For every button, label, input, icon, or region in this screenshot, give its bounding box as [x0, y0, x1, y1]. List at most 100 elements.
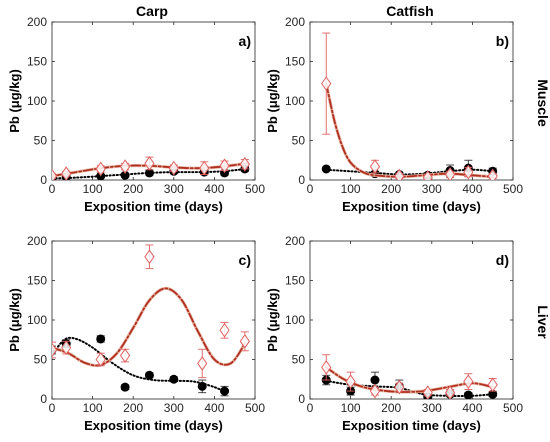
data-point-circle	[488, 389, 498, 399]
data-point-diamond	[394, 379, 405, 395]
y-tick-label: 200	[27, 15, 47, 29]
data-point-circle	[120, 382, 130, 392]
data-point-diamond	[199, 160, 210, 176]
y-axis-label: Pb (μg/kg)	[7, 69, 22, 133]
data-point-diamond	[463, 164, 474, 180]
row-label-liver: Liver	[535, 305, 550, 339]
data-point-diamond	[52, 168, 58, 180]
x-tick-label: 0	[49, 182, 56, 196]
plot-frame	[309, 21, 514, 181]
data-point-diamond	[239, 333, 250, 349]
y-tick-label: 100	[285, 94, 305, 108]
data-point-circle	[96, 334, 106, 344]
plot-area	[321, 354, 498, 399]
data-point-diamond	[321, 360, 332, 375]
y-axis-label: Pb (μg/kg)	[265, 69, 280, 133]
data-point-diamond	[95, 161, 106, 177]
data-point-diamond	[463, 374, 474, 389]
data-point-diamond	[422, 385, 433, 399]
y-tick-label: 150	[27, 55, 47, 69]
x-tick-label: 500	[503, 401, 523, 415]
x-tick-label: 0	[307, 182, 314, 196]
data-point-diamond	[239, 156, 250, 172]
data-point-diamond	[487, 168, 498, 180]
x-tick-label: 100	[341, 182, 361, 196]
plot-frame	[309, 240, 514, 400]
y-tick-label: 100	[27, 313, 47, 327]
data-point-circle	[321, 164, 331, 174]
panel-label: a)	[239, 33, 251, 49]
data-point-diamond	[219, 158, 230, 174]
y-tick-label: 50	[34, 353, 48, 367]
x-tick-label: 400	[204, 401, 224, 415]
plot-area	[52, 244, 250, 397]
plot-frame	[51, 21, 256, 181]
y-axis-label: Pb (μg/kg)	[7, 288, 22, 352]
y-tick-label: 150	[285, 55, 305, 69]
fit-curve-dashdot	[325, 82, 494, 178]
y-tick-label: 0	[40, 173, 47, 187]
x-tick-label: 200	[123, 401, 143, 415]
data-point-diamond	[394, 168, 405, 180]
y-tick-label: 150	[285, 274, 305, 288]
y-tick-label: 100	[27, 94, 47, 108]
y-tick-label: 150	[27, 274, 47, 288]
data-point-diamond	[52, 342, 58, 358]
x-tick-label: 200	[381, 401, 401, 415]
data-point-circle	[197, 381, 207, 391]
data-point-diamond	[422, 170, 433, 180]
y-tick-label: 50	[34, 134, 48, 148]
x-tick-label: 100	[83, 401, 103, 415]
x-axis-label: Exposition time (days)	[84, 418, 223, 433]
data-point-diamond	[219, 322, 230, 338]
x-axis-label: Exposition time (days)	[342, 418, 481, 433]
panel-label: c)	[239, 252, 251, 268]
data-point-diamond	[144, 156, 155, 171]
data-point-diamond	[345, 374, 356, 389]
x-tick-label: 100	[341, 401, 361, 415]
data-point-diamond	[369, 159, 381, 174]
data-point-diamond	[321, 76, 332, 91]
y-tick-label: 50	[292, 134, 306, 148]
x-tick-label: 500	[245, 401, 265, 415]
data-point-diamond	[61, 340, 72, 356]
row-label-muscle: Muscle	[535, 79, 550, 127]
x-tick-label: 500	[503, 182, 523, 196]
data-point-diamond	[444, 385, 456, 399]
plot-area	[52, 156, 250, 180]
data-point-diamond	[369, 383, 381, 399]
panel-label: b)	[496, 33, 509, 49]
data-point-circle	[169, 374, 179, 384]
panel-d: 0 100 200 300 400 500 0 50 100 150 200 Exposition t…	[265, 234, 523, 433]
y-tick-label: 100	[285, 313, 305, 327]
x-tick-label: 400	[462, 401, 482, 415]
y-tick-label: 200	[285, 15, 305, 29]
plot-area	[321, 32, 498, 180]
y-tick-label: 0	[298, 173, 305, 187]
data-point-diamond	[197, 356, 208, 371]
x-axis-label: Exposition time (days)	[342, 199, 481, 214]
data-point-circle	[220, 386, 230, 396]
x-tick-label: 300	[422, 401, 442, 415]
data-point-diamond	[119, 159, 131, 174]
x-tick-label: 200	[381, 182, 401, 196]
y-tick-label: 50	[292, 353, 306, 367]
x-tick-label: 300	[164, 401, 184, 415]
y-tick-label: 0	[298, 392, 305, 406]
panel-a: 0 100 200 300 400 500 0 50 100 150 200 Exposition t…	[7, 15, 265, 214]
column-title-catfish: Catfish	[386, 3, 433, 19]
y-axis-label: Pb (μg/kg)	[265, 288, 280, 352]
x-tick-label: 400	[462, 182, 482, 196]
x-tick-label: 200	[123, 182, 143, 196]
data-point-diamond	[487, 377, 498, 393]
data-point-circle	[144, 370, 154, 380]
x-tick-label: 100	[83, 182, 103, 196]
data-point-diamond	[144, 249, 155, 265]
data-point-circle	[144, 168, 154, 178]
panel-c: 0 100 200 300 400 500 0 50 100 150 200 Exposition t…	[7, 234, 265, 433]
column-title-carp: Carp	[136, 3, 168, 19]
fit-curve-dashdot	[52, 287, 246, 367]
data-point-diamond	[119, 348, 131, 363]
data-point-circle	[463, 390, 473, 399]
